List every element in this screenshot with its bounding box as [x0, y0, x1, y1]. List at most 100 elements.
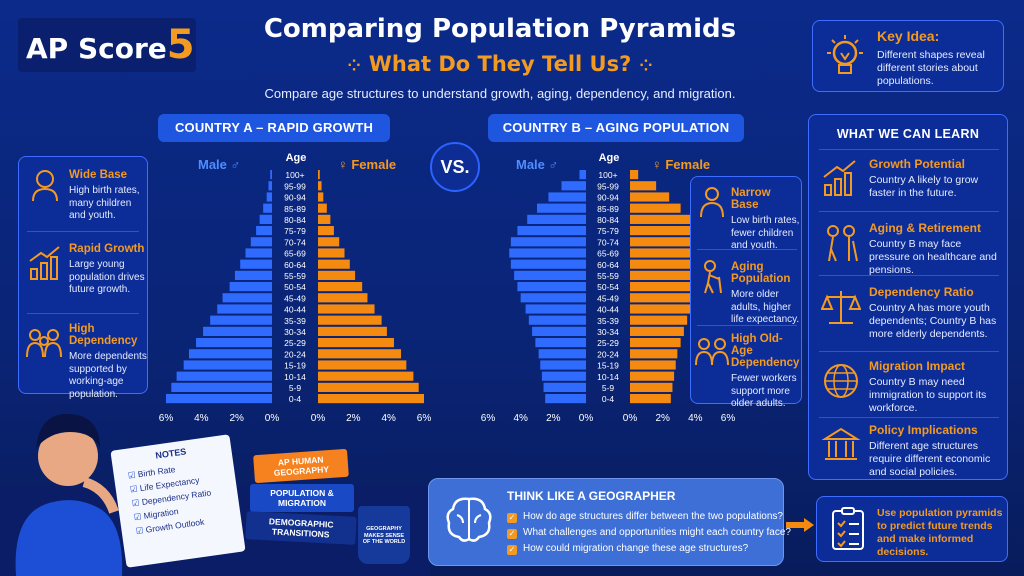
male-bar	[210, 315, 272, 325]
country-b-feature-3: High Old-Age Dependency Fewer workers su…	[731, 333, 801, 411]
male-bar	[540, 360, 586, 370]
age-group-label: 40-44	[284, 305, 306, 315]
female-bar	[318, 394, 424, 404]
learn-title: WHAT WE CAN LEARN	[836, 127, 980, 141]
female-bar	[630, 248, 709, 258]
female-bar	[630, 170, 639, 180]
age-group-label: 25-29	[284, 338, 306, 348]
age-group-label: 80-84	[597, 215, 619, 225]
male-bar	[541, 371, 586, 381]
age-group-label: 30-34	[597, 327, 619, 337]
globe-icon	[824, 364, 858, 398]
age-group-label: 35-39	[597, 316, 619, 326]
male-bar	[537, 203, 586, 213]
female-bar	[630, 203, 681, 213]
female-bar	[630, 382, 673, 392]
x-tick-label: 0%	[265, 413, 280, 424]
female-bar	[630, 237, 707, 247]
male-bar	[528, 315, 586, 325]
question-text: How could migration change these age str…	[523, 543, 749, 554]
x-tick-label: 6%	[481, 413, 496, 424]
male-bar	[268, 181, 272, 191]
age-group-label: 85-89	[597, 204, 619, 214]
key-idea-text: Different shapes reveal different storie…	[877, 49, 985, 87]
book-ap-human-geography: AP HUMAN GEOGRAPHY	[253, 448, 349, 484]
female-bar	[318, 181, 322, 191]
learn-item-text: Country B may need immigration to suppor…	[869, 376, 987, 414]
male-bar	[256, 226, 272, 236]
male-bar	[240, 259, 272, 269]
age-group-label: 80-84	[284, 215, 306, 225]
male-bar	[166, 394, 272, 404]
divider	[697, 325, 797, 326]
age-group-label: 5-9	[289, 383, 302, 393]
geography-mug: GEOGRAPHY MAKES SENSE OF THE WORLD	[358, 506, 410, 564]
age-group-label: 75-79	[597, 226, 619, 236]
checklist-icon	[832, 507, 864, 550]
female-bar	[630, 226, 701, 236]
male-bar	[266, 192, 272, 202]
country-b-feature-1: Narrow Base Low birth rates, fewer child…	[731, 187, 801, 253]
divider	[27, 231, 139, 232]
check-icon: ✓	[507, 545, 517, 555]
female-bar	[630, 259, 707, 269]
country-a-age-label: Age	[285, 152, 307, 164]
female-bar	[318, 248, 345, 258]
female-bar	[318, 192, 324, 202]
age-group-label: 40-44	[597, 305, 619, 315]
male-bar	[245, 248, 272, 258]
male-bar	[525, 304, 586, 314]
female-bar	[630, 270, 704, 280]
growth-chart-icon	[29, 246, 60, 280]
page-title: Comparing Population Pyramids	[263, 14, 737, 44]
male-bar	[510, 237, 586, 247]
learn-item-title: Growth Potential	[869, 157, 965, 171]
key-idea-box: Key Idea: Different shapes reveal differ…	[812, 20, 1004, 92]
x-tick-label: 4%	[513, 413, 528, 424]
elderly-couple-icon	[827, 225, 858, 262]
female-bar	[318, 360, 407, 370]
male-bar	[561, 181, 586, 191]
female-bar	[318, 282, 363, 292]
age-group-label: 10-14	[597, 372, 619, 382]
age-group-label: 75-79	[284, 226, 306, 236]
male-bar	[203, 326, 272, 336]
male-bar	[188, 349, 272, 359]
female-bar	[630, 192, 670, 202]
growth-chart-icon	[823, 160, 856, 196]
age-group-label: 45-49	[284, 293, 306, 303]
feature-title: High Dependency	[69, 323, 138, 347]
female-bar	[630, 293, 696, 303]
female-bar	[318, 304, 375, 314]
age-group-label: 60-64	[597, 260, 619, 270]
x-tick-label: 6%	[159, 413, 174, 424]
spark-icon-left: ⁘	[347, 56, 361, 75]
balance-scale-icon	[821, 291, 861, 324]
vs-badge: VS.	[430, 142, 480, 192]
age-group-label: 70-74	[284, 237, 306, 247]
feature-text: Low birth rates, fewer children and yout…	[731, 215, 800, 251]
male-bar	[222, 293, 272, 303]
x-tick-label: 2%	[546, 413, 561, 424]
female-bar	[318, 293, 368, 303]
age-group-label: 95-99	[284, 181, 306, 191]
age-group-label: 55-59	[284, 271, 306, 281]
logo-text: AP Score	[26, 32, 167, 65]
divider	[819, 417, 999, 418]
x-tick-label: 4%	[381, 413, 396, 424]
age-group-label: 0-4	[602, 394, 615, 404]
learn-item-title: Migration Impact	[869, 359, 966, 373]
age-group-label: 60-64	[284, 260, 306, 270]
x-tick-label: 2%	[229, 413, 244, 424]
think-question: ✓ How could migration change these age st…	[507, 543, 748, 555]
think-question: ✓ How do age structures differ between th…	[507, 511, 783, 523]
female-bar	[318, 326, 387, 336]
age-group-label: 45-49	[597, 293, 619, 303]
female-bar	[318, 315, 382, 325]
female-bar	[318, 371, 414, 381]
child-icon	[700, 187, 724, 218]
think-like-geographer-box: THINK LIKE A GEOGRAPHER ✓ How do age stru…	[428, 478, 791, 566]
divider	[697, 249, 797, 250]
female-bar	[630, 315, 688, 325]
country-a-feature-3: High Dependency More dependents supporte…	[69, 323, 147, 401]
